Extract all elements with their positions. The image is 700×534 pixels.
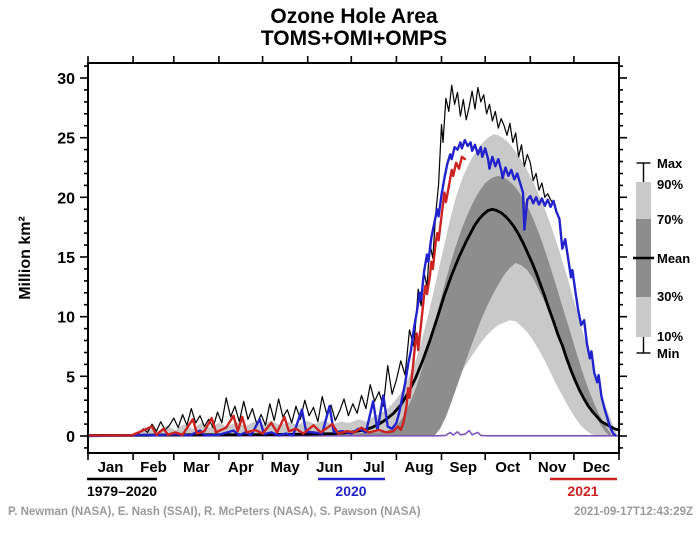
series-mean: [86, 207, 621, 437]
data-series: [86, 84, 621, 438]
legend-label-70pct: 70%: [657, 212, 683, 227]
chart-subtitle: TOMS+OMI+OMPS: [261, 27, 447, 50]
series-2021: [86, 155, 466, 437]
month-label-jul: Jul: [363, 459, 385, 476]
percentile-bands: [140, 134, 618, 436]
series-min: [87, 429, 620, 437]
month-label-aug: Aug: [404, 459, 433, 476]
month-label-dec: Dec: [583, 459, 611, 476]
y-tick-label-10: 10: [57, 310, 75, 327]
month-label-jan: Jan: [98, 459, 124, 476]
legend-label-30pct: 30%: [657, 289, 683, 304]
axes-and-ticks: Jan Feb Mar Apr May Jun Jul Aug Sep Oct Nov Dec 0 5 10…: [57, 56, 627, 476]
percentile-legend: Max 90% 70% Mean 30% 10% Min: [633, 156, 690, 361]
y-tick-label-25: 25: [57, 131, 75, 148]
series-max: [87, 84, 553, 436]
y-tick-label-20: 20: [57, 190, 75, 207]
month-label-sep: Sep: [450, 459, 478, 476]
legend-label-min: Min: [657, 346, 679, 361]
month-label-jun: Jun: [316, 459, 343, 476]
month-label-may: May: [271, 459, 301, 476]
series-2020: [86, 138, 617, 438]
y-tick-label-5: 5: [66, 369, 75, 386]
y-axis-label: Million km²: [17, 216, 34, 300]
y-tick-label-30: 30: [57, 71, 75, 88]
month-label-apr: Apr: [228, 459, 254, 476]
legend-label-mean: Mean: [657, 251, 690, 266]
legend-label-90pct: 90%: [657, 177, 683, 192]
legend-label-2021: 2021: [567, 483, 598, 499]
chart-title: Ozone Hole Area: [270, 5, 438, 28]
month-label-nov: Nov: [538, 459, 567, 476]
plot-frame: [87, 62, 620, 454]
credit-text: P. Newman (NASA), E. Nash (SSAI), R. McP…: [8, 506, 421, 518]
year-legend: 1979–2020 2020 2021: [87, 477, 617, 499]
month-label-oct: Oct: [495, 459, 520, 476]
y-tick-label-0: 0: [66, 429, 75, 446]
month-label-feb: Feb: [140, 459, 167, 476]
y-tick-label-15: 15: [57, 250, 75, 267]
band-30-70pct: [306, 175, 612, 436]
legend-label-1979-2020: 1979–2020: [87, 483, 157, 499]
legend-label-max: Max: [657, 156, 683, 171]
legend-label-2020: 2020: [335, 483, 366, 499]
timestamp-text: 2021-09-17T12:43:29Z: [574, 506, 693, 518]
month-label-mar: Mar: [183, 459, 210, 476]
legend-label-10pct: 10%: [657, 329, 683, 344]
